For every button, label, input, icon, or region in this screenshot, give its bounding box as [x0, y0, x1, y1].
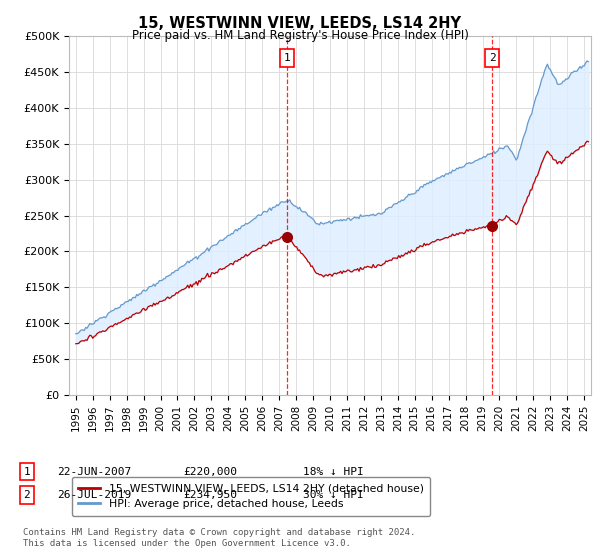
Text: 2: 2 — [489, 53, 496, 63]
Text: 22-JUN-2007: 22-JUN-2007 — [57, 466, 131, 477]
Text: Price paid vs. HM Land Registry's House Price Index (HPI): Price paid vs. HM Land Registry's House … — [131, 29, 469, 42]
Text: £234,950: £234,950 — [183, 490, 237, 500]
Text: 15, WESTWINN VIEW, LEEDS, LS14 2HY: 15, WESTWINN VIEW, LEEDS, LS14 2HY — [139, 16, 461, 31]
Text: £220,000: £220,000 — [183, 466, 237, 477]
Text: Contains HM Land Registry data © Crown copyright and database right 2024.
This d: Contains HM Land Registry data © Crown c… — [23, 528, 415, 548]
Text: 1: 1 — [23, 466, 31, 477]
Text: 26-JUL-2019: 26-JUL-2019 — [57, 490, 131, 500]
Text: 30% ↓ HPI: 30% ↓ HPI — [303, 490, 364, 500]
Text: 18% ↓ HPI: 18% ↓ HPI — [303, 466, 364, 477]
Legend: 15, WESTWINN VIEW, LEEDS, LS14 2HY (detached house), HPI: Average price, detache: 15, WESTWINN VIEW, LEEDS, LS14 2HY (deta… — [72, 477, 430, 516]
Text: 1: 1 — [284, 53, 290, 63]
Text: 2: 2 — [23, 490, 31, 500]
